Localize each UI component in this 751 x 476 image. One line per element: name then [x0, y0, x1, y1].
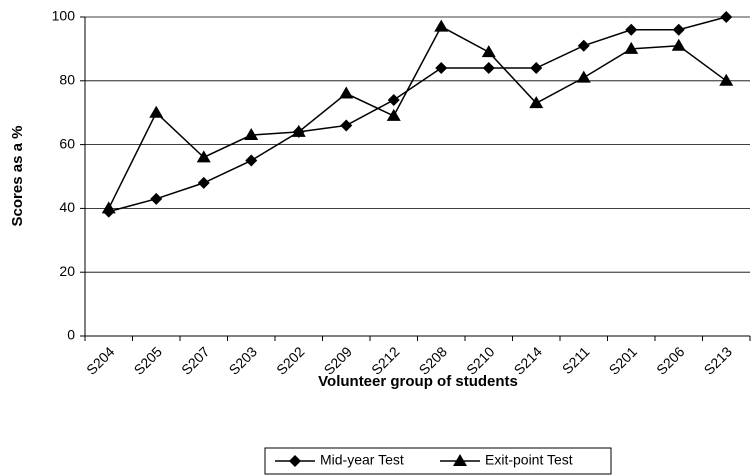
x-tick-label: S213 [701, 343, 736, 378]
legend-marker [453, 454, 467, 466]
series-line [108, 25, 727, 209]
point-triangle [481, 45, 496, 58]
point-triangle [671, 38, 686, 51]
point-triangle [101, 201, 116, 214]
legend-label: Mid-year Test [320, 452, 404, 468]
point-triangle [434, 19, 449, 32]
x-tick-label: S214 [511, 343, 546, 378]
point-diamond [245, 154, 258, 167]
point-diamond [625, 23, 638, 36]
point-triangle [576, 70, 591, 83]
x-axis-title: Volunteer group of students [318, 373, 518, 390]
x-tick-label: S206 [653, 343, 688, 378]
x-tick-label: S205 [131, 343, 166, 378]
point-triangle [196, 150, 211, 163]
point-diamond [435, 62, 448, 75]
legend-label: Exit-point Test [485, 452, 573, 468]
y-tick-label: 80 [59, 72, 75, 88]
legend-box [264, 447, 612, 475]
point-diamond [482, 62, 495, 75]
x-tick-label: S211 [559, 343, 593, 377]
x-tick-label: S202 [273, 343, 308, 378]
y-tick-label: 60 [59, 135, 75, 151]
point-diamond [672, 23, 685, 36]
x-tick-label: S201 [606, 343, 641, 378]
point-triangle [244, 128, 259, 141]
point-triangle [291, 124, 306, 137]
x-tick-label: S204 [83, 343, 118, 378]
point-diamond [720, 11, 733, 23]
point-triangle [339, 86, 354, 99]
point-triangle [149, 105, 164, 118]
point-triangle [719, 73, 734, 86]
legend-marker [289, 455, 301, 467]
point-diamond [340, 119, 353, 132]
y-tick-label: 0 [67, 327, 75, 343]
point-diamond [197, 176, 210, 189]
y-tick-label: 100 [52, 8, 76, 24]
y-axis-title: Scores as a % [9, 126, 26, 227]
point-diamond [150, 192, 163, 205]
series-line [108, 16, 727, 213]
point-triangle [624, 41, 639, 54]
y-tick-label: 20 [59, 263, 75, 279]
point-diamond [387, 93, 400, 106]
x-tick-label: S203 [226, 343, 261, 378]
y-tick-label: 40 [59, 199, 75, 215]
point-triangle [529, 96, 544, 109]
point-diamond [530, 62, 543, 75]
x-tick-label: S207 [178, 343, 213, 378]
point-triangle [386, 108, 401, 121]
point-diamond [577, 39, 590, 52]
